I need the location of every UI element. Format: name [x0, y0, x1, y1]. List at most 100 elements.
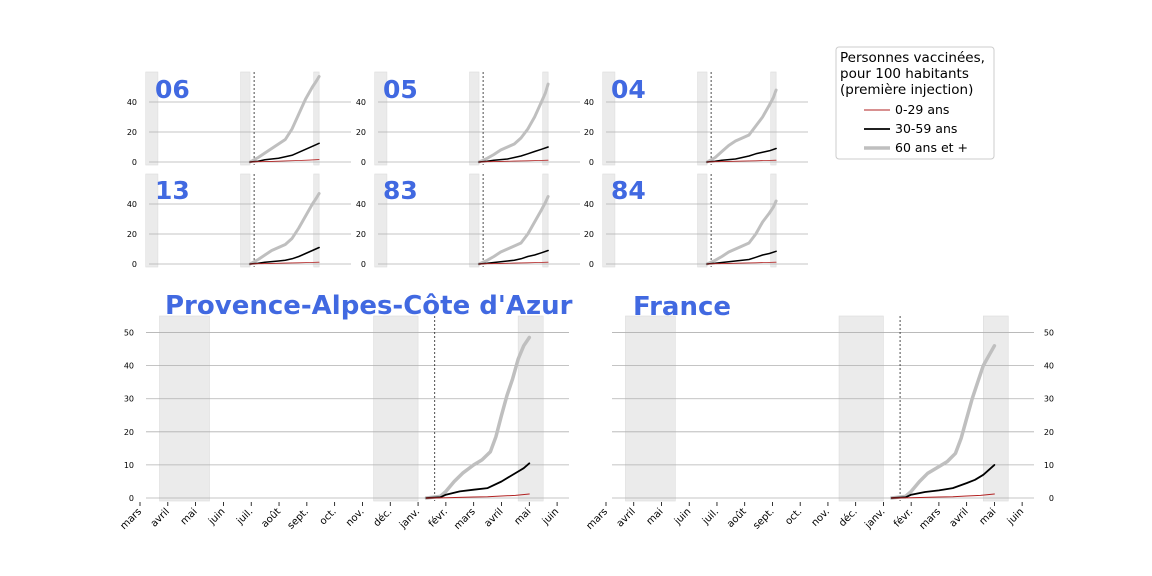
y-tick-label: 0	[132, 158, 137, 167]
series-line-30-59	[706, 147, 777, 163]
series-line-0-29	[478, 159, 549, 163]
panel-title: 84	[611, 176, 646, 205]
series-line-60-plus	[477, 82, 550, 164]
y-tick-label: 40	[127, 98, 137, 107]
panel-title: 04	[611, 75, 646, 104]
series-line-60-plus	[705, 88, 778, 164]
series-line-30-59	[478, 249, 549, 265]
series-line-0-29	[249, 159, 320, 163]
x-tick-label: juil.	[234, 506, 255, 527]
y-tick-label: 40	[127, 200, 137, 209]
x-tick-label: sept.	[286, 506, 311, 531]
series-line-60-plus	[889, 344, 997, 500]
x-tick-label: nov.	[810, 506, 832, 528]
shaded-period	[469, 173, 480, 268]
y-tick-label: 40	[356, 98, 366, 107]
x-tick-label: avril	[615, 506, 638, 529]
y-tick-label: 40	[124, 362, 134, 371]
shaded-period	[770, 71, 777, 166]
y-tick-label: 50	[124, 329, 134, 338]
series-line-0-29	[891, 493, 995, 499]
x-tick-label: avril	[149, 506, 172, 529]
y-tick-label: 40	[584, 98, 594, 107]
y-tick-label: 20	[127, 128, 137, 137]
y-tick-label: 20	[124, 428, 134, 437]
y-tick-label: 40	[356, 200, 366, 209]
y-tick-label: 20	[1044, 428, 1054, 437]
y-tick-label: 20	[584, 128, 594, 137]
series-line-60-plus	[705, 199, 778, 266]
x-tick-label: mai	[179, 506, 200, 527]
y-tick-label: 20	[356, 128, 366, 137]
shaded-period	[374, 173, 388, 268]
panel-6: 0 10 20 30 40 50 Provence-Alpes-Côte d'Azur mar…	[119, 291, 573, 532]
y-tick-label: 10	[124, 461, 134, 470]
shaded-period	[145, 173, 159, 268]
panel-1: 0 20 40 05	[356, 71, 580, 167]
x-tick-label: oct.	[318, 506, 339, 527]
y-tick-label: 0	[361, 260, 366, 269]
x-tick-label: juil.	[700, 506, 721, 527]
x-tick-label: mars	[917, 506, 943, 532]
x-tick-label: mai	[978, 506, 999, 527]
y-tick-label: 30	[124, 395, 134, 404]
x-tick-label: juin	[540, 506, 561, 527]
shaded-period	[602, 71, 616, 166]
series-line-30-59	[425, 462, 531, 499]
legend-label: 60 ans et +	[895, 140, 968, 155]
y-tick-label: 20	[584, 230, 594, 239]
legend: Personnes vaccinées,pour 100 habitants(p…	[835, 46, 995, 160]
shaded-period	[542, 71, 549, 166]
series-line-60-plus	[248, 192, 321, 266]
x-tick-label: août	[724, 506, 748, 530]
series-line-60-plus	[477, 195, 550, 266]
x-tick-label: juin	[1005, 506, 1026, 527]
series-line-60-plus	[248, 75, 321, 164]
legend-title-line: (première injection)	[840, 82, 973, 98]
x-tick-label: mars	[452, 506, 478, 532]
legend-title-line: Personnes vaccinées,	[840, 50, 985, 66]
panel-2: 0 20 40 04	[584, 71, 808, 167]
shaded-period	[240, 173, 251, 268]
x-tick-label: oct.	[783, 506, 804, 527]
panel-title: 06	[155, 75, 190, 104]
shaded-period	[517, 315, 544, 502]
shaded-period	[145, 71, 159, 166]
shaded-period	[838, 315, 884, 502]
y-tick-label: 0	[132, 260, 137, 269]
shaded-period	[313, 71, 320, 166]
x-tick-label: déc.	[371, 506, 394, 529]
legend-label: 30-59 ans	[895, 121, 957, 136]
x-tick-label: mars	[119, 506, 145, 532]
y-tick-label: 30	[1044, 395, 1054, 404]
y-tick-label: 0	[1049, 494, 1054, 503]
series-line-30-59	[249, 246, 320, 265]
x-tick-label: mai	[645, 506, 666, 527]
legend-title-line: pour 100 habitants	[840, 66, 969, 82]
shaded-period	[602, 173, 616, 268]
shaded-period	[770, 173, 777, 268]
shaded-period	[697, 173, 708, 268]
y-tick-label: 0	[129, 494, 134, 503]
shaded-period	[159, 315, 210, 502]
shaded-period	[542, 173, 549, 268]
panel-title: France	[633, 292, 731, 322]
x-tick-label: févr.	[426, 506, 450, 530]
y-tick-label: 20	[356, 230, 366, 239]
series-line-0-29	[249, 261, 320, 265]
shaded-period	[374, 71, 388, 166]
x-tick-label: févr.	[891, 506, 915, 530]
shaded-period	[240, 71, 251, 166]
series-line-60-plus	[424, 335, 532, 500]
shaded-period	[625, 315, 676, 502]
panel-0: 0 20 40 06	[127, 71, 351, 167]
shaded-period	[373, 315, 419, 502]
x-tick-label: déc.	[836, 506, 859, 529]
y-tick-label: 20	[127, 230, 137, 239]
x-tick-label: juin	[672, 506, 693, 527]
y-tick-label: 10	[1044, 461, 1054, 470]
series-line-0-29	[478, 261, 549, 265]
series-line-30-59	[478, 146, 549, 163]
